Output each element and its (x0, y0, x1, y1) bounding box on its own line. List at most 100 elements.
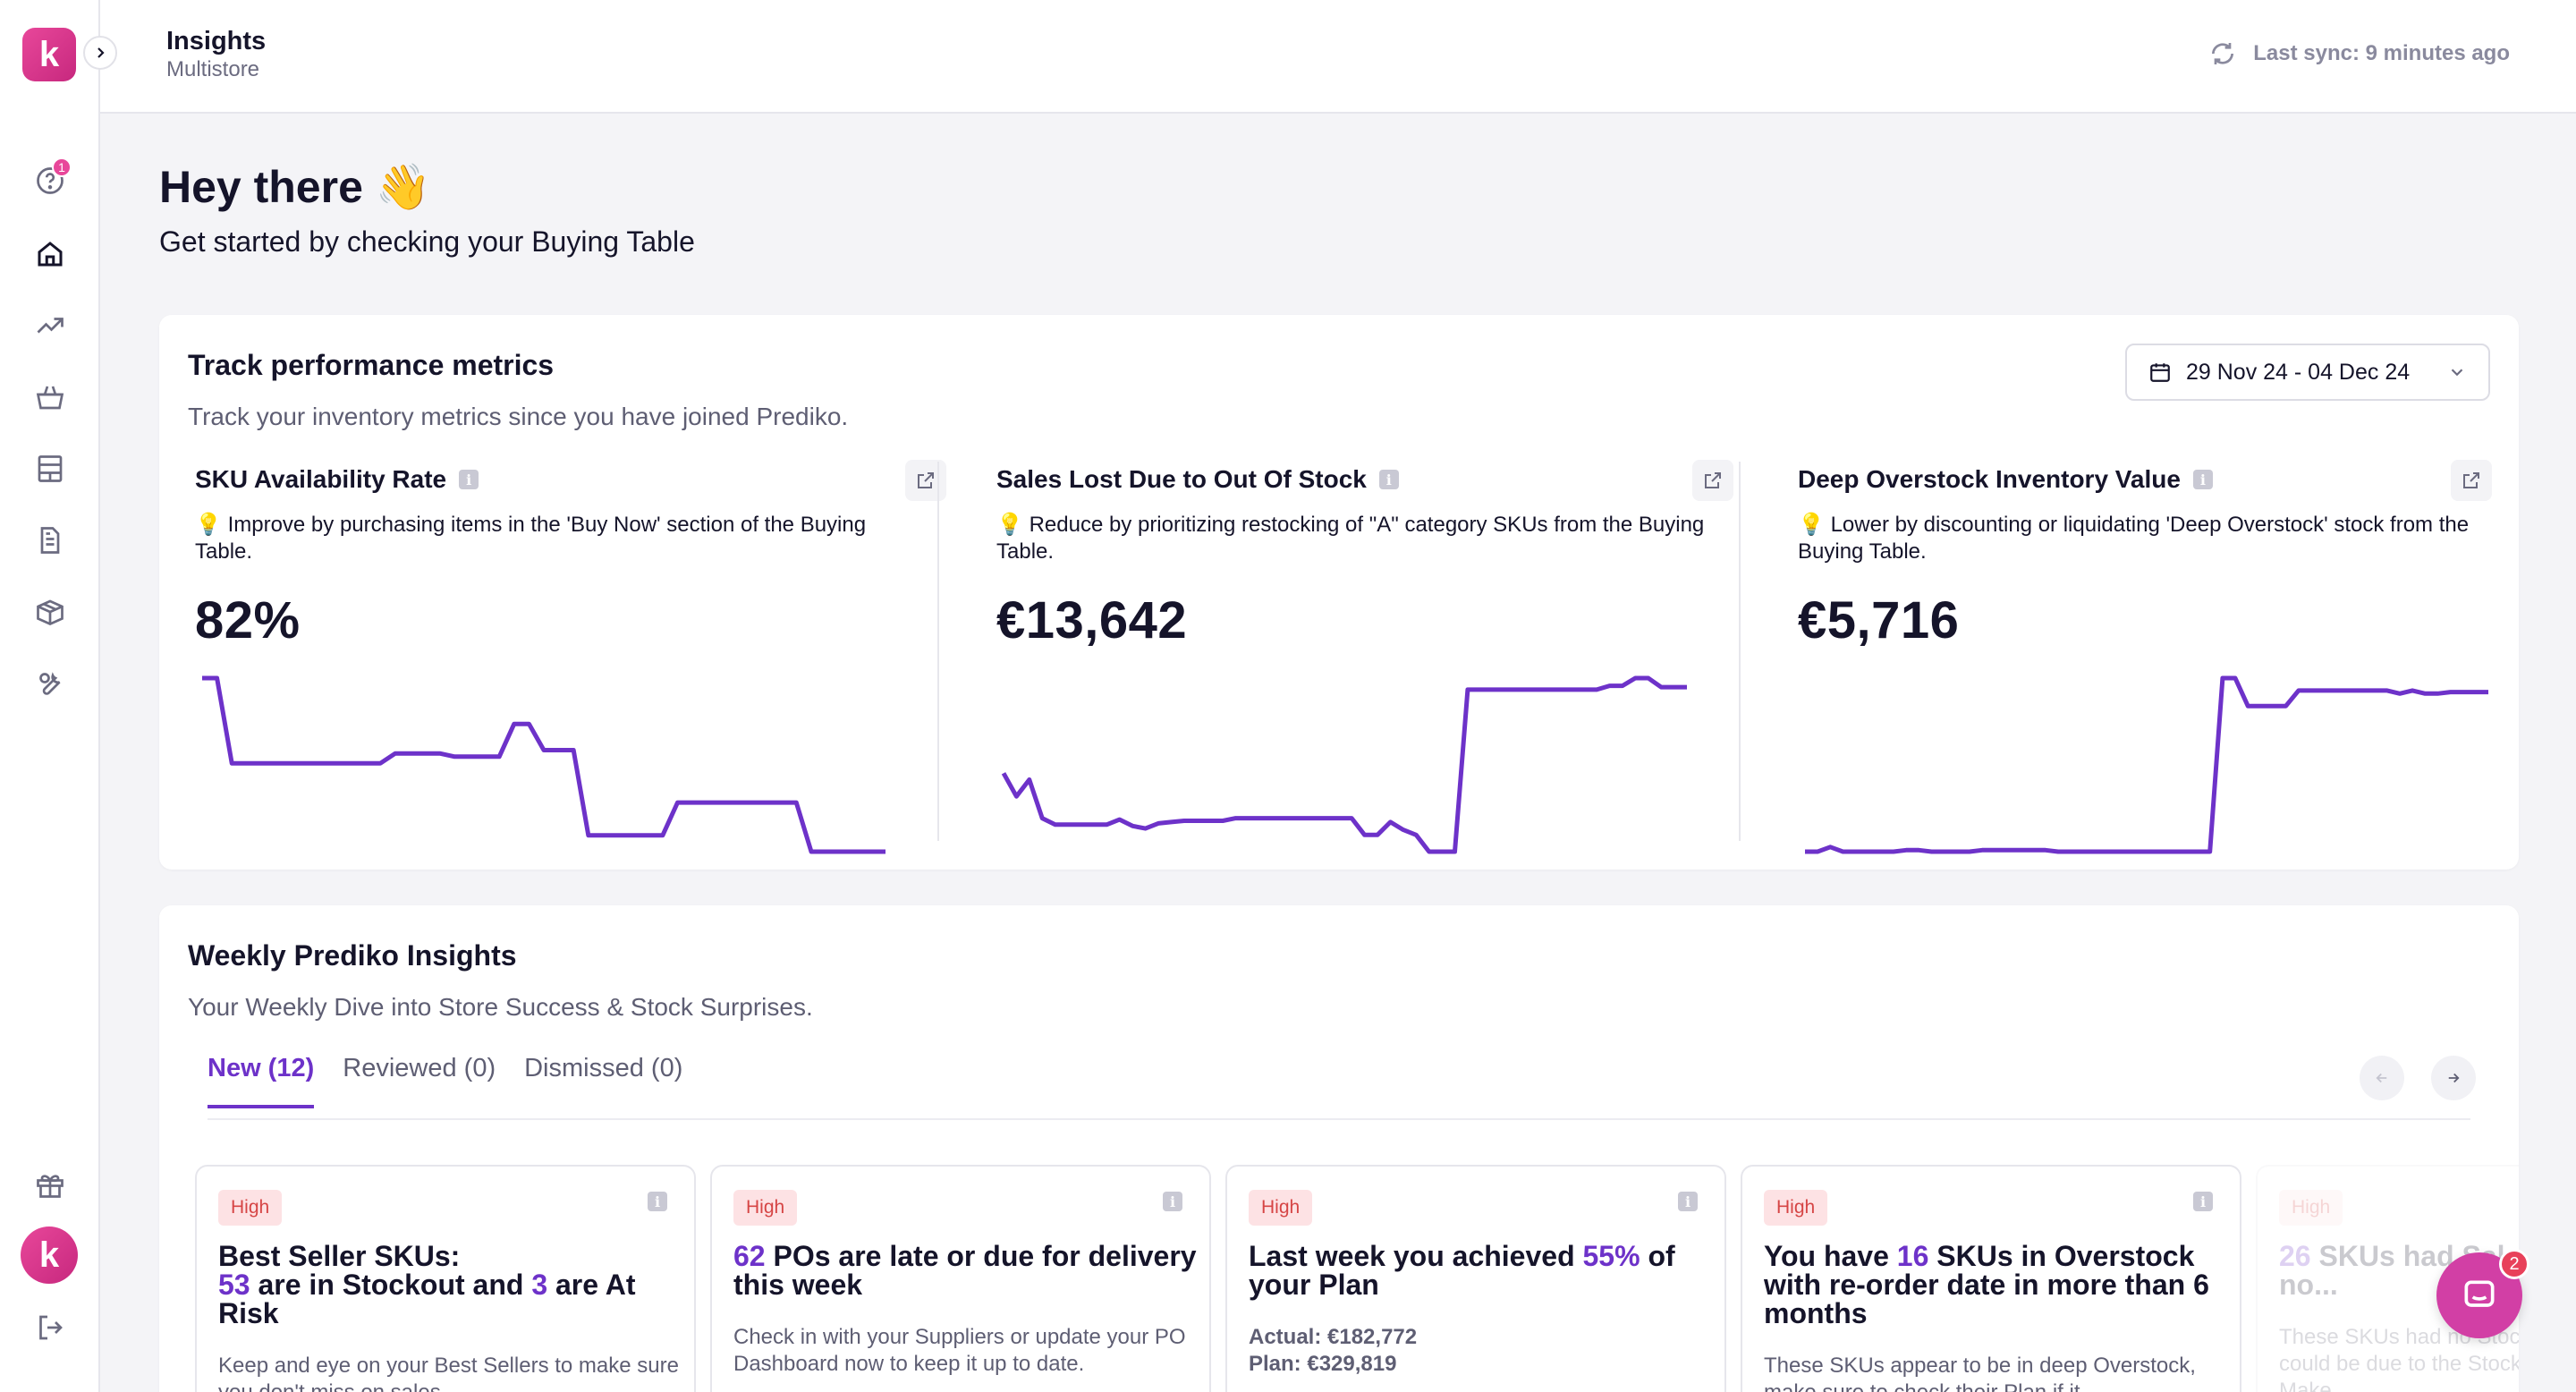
greeting-subtitle: Get started by checking your Buying Tabl… (159, 225, 695, 258)
insight-description: Check in with your Suppliers or update y… (733, 1325, 1186, 1376)
help-icon[interactable]: 1 (32, 157, 72, 199)
info-icon[interactable]: i (1678, 1192, 1698, 1211)
date-range-picker[interactable]: 29 Nov 24 - 04 Dec 24 (2125, 344, 2490, 401)
metric-divider (1739, 462, 1741, 841)
performance-title: Track performance metrics (188, 349, 555, 381)
metric-title-text: SKU Availability Rate (195, 465, 447, 493)
info-icon[interactable]: i (1163, 1192, 1182, 1211)
info-icon[interactable]: i (2192, 470, 2213, 489)
headline-text: SKUs in Overstock with re-order date in … (1764, 1240, 2209, 1329)
wrench-icon[interactable] (32, 666, 68, 701)
avatar[interactable]: k (21, 1226, 78, 1284)
lightbulb-icon: 💡 (996, 513, 1023, 537)
info-icon[interactable]: i (1378, 470, 1399, 489)
metric-title-text: Deep Overstock Inventory Value (1798, 465, 2181, 493)
sparkline-chart (195, 671, 893, 859)
priority-badge: High (2279, 1190, 2343, 1226)
metric-divider (937, 462, 939, 841)
sidebar-toggle-button[interactable] (83, 36, 117, 70)
insight-card[interactable]: High i 62 POs are late or due for delive… (710, 1165, 1211, 1392)
external-link-button[interactable] (1692, 460, 1733, 501)
insight-headline: You have 16 SKUs in Overstock with re-or… (1764, 1242, 2229, 1328)
table-icon[interactable] (32, 451, 68, 487)
insight-description: These SKUs appear to be in deep Overstoc… (1764, 1354, 2196, 1392)
tab-reviewed[interactable]: Reviewed (0) (343, 1054, 496, 1108)
store-name: Multistore (166, 57, 260, 81)
logo-letter: k (38, 34, 60, 74)
logout-icon[interactable] (32, 1310, 68, 1345)
notification-badge: 1 (52, 157, 72, 177)
insight-headline: Best Seller SKUs: 53 are in Stockout and … (218, 1242, 683, 1328)
gift-icon[interactable] (32, 1167, 68, 1202)
weekly-subtitle: Your Weekly Dive into Store Success & St… (188, 993, 813, 1021)
external-link-icon (1705, 472, 1721, 488)
priority-badge: High (1764, 1190, 1828, 1226)
performance-subtitle: Track your inventory metrics since you h… (188, 403, 849, 430)
metric-title-text: Sales Lost Due to Out Of Stock (996, 465, 1367, 493)
insight-description: Keep and eye on your Best Sellers to mak… (218, 1354, 679, 1392)
lightbulb-icon: 💡 (1798, 513, 1825, 537)
prev-button[interactable] (2360, 1056, 2404, 1100)
headline-text: Best Seller SKUs: (218, 1240, 461, 1272)
chevron-down-icon (2451, 369, 2463, 377)
tab-new[interactable]: New (12) (208, 1054, 315, 1108)
refresh-icon (2212, 43, 2234, 64)
headline-text: of your Plan (1249, 1240, 1675, 1301)
insight-card[interactable]: High i Best Seller SKUs: 53 are in Stocko… (195, 1165, 696, 1392)
headline-number: 62 (733, 1240, 766, 1272)
info-icon[interactable]: i (648, 1192, 667, 1211)
info-icon[interactable]: i (2193, 1192, 2213, 1211)
tabs-divider (208, 1118, 2470, 1120)
insight-tabs: New (12) Reviewed (0) Dismissed (0) (208, 1054, 682, 1108)
metric-tip-text: Lower by discounting or liquidating 'Dee… (1798, 513, 2470, 564)
insight-headline: Last week you achieved 55% of your Plan (1249, 1242, 1714, 1299)
headline-text: You have (1764, 1240, 1897, 1272)
metric-tip-text: Improve by purchasing items in the 'Buy … (195, 513, 867, 564)
top-header: Insights Multistore Last sync: 9 minutes… (100, 0, 2576, 114)
headline-number: 16 (1896, 1240, 1929, 1272)
external-link-icon (918, 472, 934, 488)
performance-card: Track performance metrics Track your inv… (159, 315, 2519, 870)
external-link-button[interactable] (905, 460, 946, 501)
metric-deep-overstock: Deep Overstock Inventory Value i 💡 Lower… (1798, 460, 2492, 841)
metric-tip: 💡 Reduce by prioritizing restocking of "… (996, 512, 1712, 565)
external-link-icon (2463, 472, 2479, 488)
headline-number: 55% (1582, 1240, 1640, 1272)
plan-value: Plan: €329,819 (1249, 1352, 1397, 1376)
insight-card[interactable]: High i You have 16 SKUs in Overstock wit… (1741, 1165, 2241, 1392)
app-logo[interactable]: k (22, 28, 76, 81)
sparkline-path (1004, 678, 1687, 852)
tab-label: New (12) (208, 1054, 315, 1082)
actual-value: Actual: €182,772 (1249, 1325, 1418, 1349)
metric-value: €5,716 (1798, 591, 1960, 649)
basket-icon[interactable] (32, 379, 68, 415)
trend-icon[interactable] (32, 308, 68, 344)
headline-number: 53 (218, 1269, 250, 1301)
metric-value: €13,642 (996, 591, 1188, 649)
next-button[interactable] (2431, 1056, 2476, 1100)
chat-launcher-button[interactable]: 2 (2436, 1249, 2529, 1338)
insight-card[interactable]: High i Last week you achieved 55% of you… (1225, 1165, 1726, 1392)
sync-status[interactable]: Last sync: 9 minutes ago (2208, 39, 2510, 68)
external-link-button[interactable] (2451, 460, 2492, 501)
chevron-right-icon (97, 47, 105, 58)
tab-dismissed[interactable]: Dismissed (0) (524, 1054, 682, 1108)
priority-badge: High (218, 1190, 283, 1226)
box-icon[interactable] (32, 594, 68, 630)
metric-value: 82% (195, 591, 301, 649)
headline-text: are At Risk (218, 1269, 636, 1329)
calendar-icon (2150, 363, 2170, 382)
home-icon[interactable] (32, 236, 68, 272)
metric-sku-availability: SKU Availability Rate i 💡 Improve by pur… (195, 460, 946, 841)
chat-unread-badge: 2 (2499, 1249, 2529, 1279)
metric-tip: 💡 Lower by discounting or liquidating 'D… (1798, 512, 2487, 565)
weekly-insights-card: Weekly Prediko Insights Your Weekly Dive… (159, 905, 2519, 1392)
avatar-letter: k (38, 1235, 60, 1275)
info-icon[interactable]: i (459, 470, 479, 489)
arrow-right-icon (2448, 1073, 2460, 1083)
priority-badge: High (733, 1190, 798, 1226)
greeting-title: Hey there 👋 (159, 162, 432, 212)
document-icon[interactable] (32, 522, 68, 558)
headline-number: 26 (2279, 1240, 2311, 1272)
metric-sales-lost: Sales Lost Due to Out Of Stock i 💡 Reduc… (996, 460, 1733, 841)
